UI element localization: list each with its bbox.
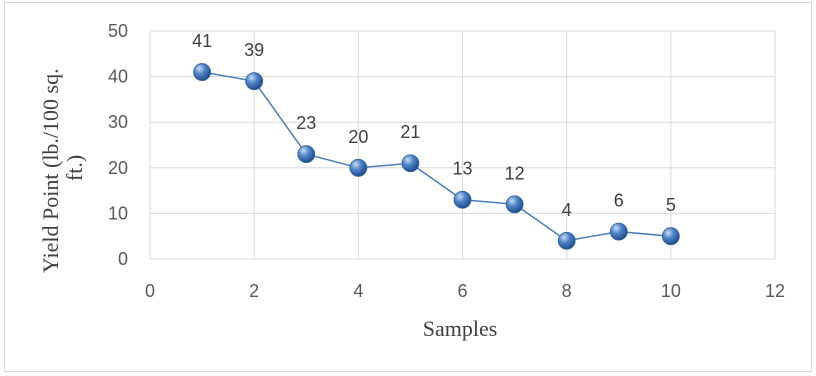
data-point xyxy=(350,159,367,176)
series-line xyxy=(202,72,671,241)
data-point xyxy=(506,196,523,213)
data-point xyxy=(610,223,627,240)
y-tick-label: 30 xyxy=(108,112,128,132)
data-point xyxy=(454,191,471,208)
y-axis-title-line-2: ft.) xyxy=(62,155,87,181)
y-axis-ticks: 0 10 20 30 40 50 xyxy=(108,21,128,269)
data-labels: 41 39 23 20 21 13 12 4 6 5 xyxy=(192,31,676,220)
x-tick-label: 0 xyxy=(145,281,155,301)
x-axis-ticks: 0 2 4 6 8 10 12 xyxy=(145,281,785,301)
series-points xyxy=(194,64,680,250)
data-label: 5 xyxy=(666,195,676,215)
data-label: 20 xyxy=(348,127,368,147)
x-tick-label: 8 xyxy=(562,281,572,301)
x-tick-label: 2 xyxy=(249,281,259,301)
x-tick-label: 10 xyxy=(661,281,681,301)
data-label: 41 xyxy=(192,31,212,51)
x-tick-label: 4 xyxy=(353,281,363,301)
x-tick-label: 6 xyxy=(457,281,467,301)
data-label: 21 xyxy=(400,122,420,142)
data-label: 6 xyxy=(614,191,624,211)
data-point xyxy=(402,155,419,172)
x-tick-label: 12 xyxy=(765,281,785,301)
data-label: 23 xyxy=(296,113,316,133)
x-axis-title: Samples xyxy=(423,316,498,341)
data-point xyxy=(194,64,211,81)
y-tick-label: 20 xyxy=(108,158,128,178)
y-tick-label: 50 xyxy=(108,21,128,41)
data-point xyxy=(298,146,315,163)
y-axis-title: Yield Point (lb./100 sq. ft.) xyxy=(38,63,87,273)
data-point xyxy=(246,73,263,90)
data-label: 13 xyxy=(452,159,472,179)
series-polyline xyxy=(202,72,671,241)
data-label: 12 xyxy=(505,163,525,183)
data-label: 4 xyxy=(562,200,572,220)
grid-lines xyxy=(150,31,775,259)
data-point xyxy=(662,228,679,245)
y-tick-label: 10 xyxy=(108,203,128,223)
data-point xyxy=(558,232,575,249)
y-axis-title-line-1: Yield Point (lb./100 sq. xyxy=(38,68,63,273)
y-tick-label: 0 xyxy=(118,249,128,269)
data-label: 39 xyxy=(244,40,264,60)
y-tick-label: 40 xyxy=(108,67,128,87)
